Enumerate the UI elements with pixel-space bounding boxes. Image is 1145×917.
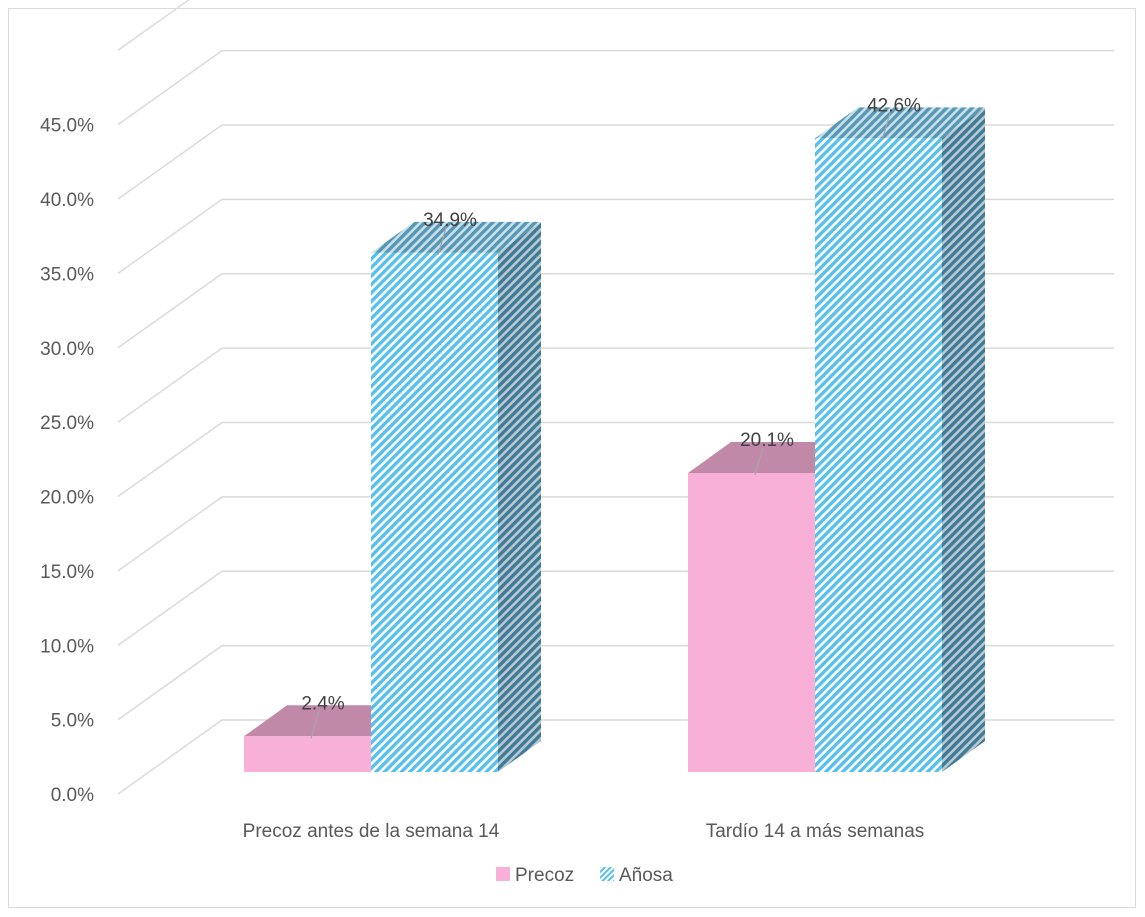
x-category-label: Precoz antes de la semana 14 [243, 821, 500, 842]
data-label: 42.6% [867, 95, 921, 116]
bar [244, 736, 371, 772]
bar-side [942, 107, 985, 772]
y-tick-label: 20.0% [40, 488, 94, 509]
gridline-depth [117, 719, 223, 795]
legend-label: Añosa [619, 865, 673, 886]
y-tick-label: 35.0% [40, 264, 94, 285]
y-tick-label: 10.0% [40, 636, 94, 657]
leader-line [310, 711, 320, 739]
y-tick-label: 25.0% [40, 413, 94, 434]
gridline-depth [117, 0, 190, 51]
gridline-depth [117, 421, 223, 498]
y-tick-label: 15.0% [40, 562, 94, 583]
bar-side [498, 221, 541, 773]
bar [815, 138, 942, 772]
bar-top [371, 221, 541, 253]
legend-swatch [496, 867, 510, 881]
data-label: 34.9% [423, 210, 477, 231]
leader-line [881, 113, 891, 141]
gridline-depth [117, 496, 223, 572]
data-label: 20.1% [740, 430, 794, 451]
legend-label: Precoz [515, 865, 574, 886]
bar-top [815, 107, 985, 139]
gridline-depth [117, 645, 223, 721]
y-tick-label: 30.0% [40, 339, 94, 360]
y-tick-label: 0.0% [51, 785, 94, 806]
gridline-depth [117, 124, 223, 200]
gridline-depth [117, 347, 223, 423]
data-label: 2.4% [301, 693, 344, 714]
y-tick-label: 40.0% [40, 190, 94, 211]
legend-swatch [600, 867, 614, 881]
gridline-depth [117, 570, 223, 646]
x-category-label: Tardío 14 a más semanas [706, 821, 925, 842]
bar [371, 252, 498, 773]
gridline-depth [117, 273, 223, 349]
leader-line [437, 227, 447, 256]
y-tick-label: 45.0% [40, 116, 94, 137]
bar [688, 473, 815, 772]
gridline-depth [117, 198, 223, 274]
leader-line [754, 447, 764, 476]
gridline-depth [117, 50, 223, 126]
y-tick-label: 5.0% [51, 711, 94, 732]
